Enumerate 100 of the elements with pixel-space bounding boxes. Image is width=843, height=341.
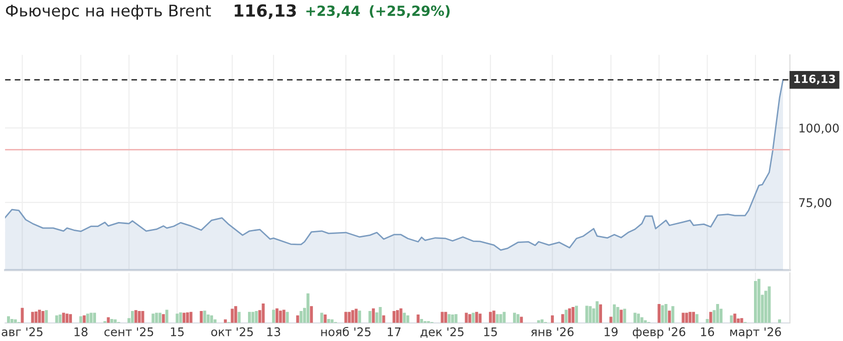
- bar: [254, 311, 258, 323]
- bar: [79, 316, 82, 323]
- bar: [520, 316, 523, 323]
- bar: [733, 314, 736, 323]
- chart-title: Фьючерс на нефть Brent: [6, 4, 211, 20]
- bar: [599, 304, 602, 323]
- bar: [86, 314, 90, 323]
- bar: [685, 312, 688, 323]
- bar: [38, 310, 41, 323]
- bar: [416, 314, 420, 323]
- bar: [561, 314, 564, 323]
- bar: [272, 310, 276, 323]
- bar: [513, 312, 516, 323]
- bar: [165, 310, 168, 323]
- x-tick-label: окт '25: [211, 327, 253, 336]
- x-tick-label: март '26: [730, 327, 781, 339]
- bar: [34, 311, 38, 323]
- x-tick-label: 13: [267, 327, 280, 336]
- bar: [90, 312, 93, 323]
- bar: [575, 306, 578, 323]
- bar: [182, 312, 186, 323]
- text: (+25,29%): [370, 5, 450, 18]
- bar: [695, 314, 698, 323]
- bar: [420, 318, 424, 323]
- bar: [106, 317, 110, 323]
- bar: [402, 312, 406, 323]
- bar: [754, 281, 757, 323]
- bar: [406, 315, 410, 323]
- bar: [55, 315, 58, 323]
- bar: [661, 305, 664, 323]
- bar: [612, 304, 616, 323]
- bar: [444, 312, 448, 323]
- bar: [740, 318, 744, 323]
- bar: [306, 293, 310, 323]
- x-tick-label: февр '26: [632, 327, 686, 339]
- bar: [448, 314, 451, 323]
- bar: [688, 312, 692, 323]
- bar: [324, 314, 327, 323]
- x-tick-label: авг '25: [2, 327, 42, 336]
- bar: [451, 314, 454, 323]
- bar: [358, 310, 362, 323]
- bar: [585, 306, 588, 323]
- bar: [472, 312, 475, 323]
- bar: [310, 306, 313, 323]
- x-tick-label: 16: [701, 327, 714, 336]
- bar: [664, 304, 668, 323]
- bar: [716, 304, 720, 323]
- bar: [203, 310, 206, 323]
- bar: [44, 310, 48, 323]
- bar: [516, 314, 520, 323]
- bar: [138, 311, 141, 323]
- bar: [210, 315, 214, 323]
- bar: [58, 314, 62, 323]
- bar: [475, 312, 478, 323]
- bar: [179, 312, 182, 323]
- bar: [496, 314, 499, 323]
- x-tick-label: дек '25: [420, 327, 464, 338]
- bar: [382, 315, 386, 323]
- ref-line-label: 116,13: [794, 74, 836, 84]
- bar: [671, 306, 674, 323]
- bar: [66, 314, 68, 323]
- bar: [372, 308, 375, 323]
- bar: [564, 310, 568, 323]
- bar: [634, 312, 636, 323]
- bar: [757, 278, 760, 323]
- bar: [300, 311, 303, 323]
- x-tick-label: янв '26: [531, 327, 574, 336]
- bar: [41, 311, 44, 323]
- bar: [550, 315, 554, 323]
- bar: [155, 312, 158, 323]
- bar: [189, 312, 192, 323]
- bar: [69, 314, 72, 323]
- bar: [692, 312, 695, 323]
- bar: [354, 308, 358, 323]
- bar: [276, 308, 278, 323]
- bar: [158, 312, 162, 323]
- y-tick-label: 75,00: [799, 198, 832, 208]
- bar: [609, 316, 612, 323]
- x-tick-label: 15: [484, 327, 497, 336]
- text: +23,44: [306, 6, 360, 18]
- bar: [62, 312, 66, 323]
- x-tick-label: нояб '25: [321, 326, 370, 336]
- bar: [238, 312, 241, 323]
- x-tick-label: 18: [74, 327, 88, 336]
- bar: [636, 314, 640, 323]
- x-tick-label: 19: [604, 327, 618, 336]
- bar: [296, 315, 300, 323]
- bar: [396, 310, 399, 323]
- bar: [31, 312, 34, 323]
- bar: [248, 312, 251, 323]
- bar: [176, 314, 179, 323]
- bar: [344, 312, 348, 323]
- bar: [730, 315, 733, 323]
- bar: [596, 301, 599, 323]
- bar: [668, 310, 671, 323]
- bar: [640, 317, 644, 323]
- bar: [368, 311, 372, 323]
- bar: [399, 308, 402, 323]
- bar: [568, 308, 572, 323]
- y-tick-label: 100,00: [800, 124, 839, 134]
